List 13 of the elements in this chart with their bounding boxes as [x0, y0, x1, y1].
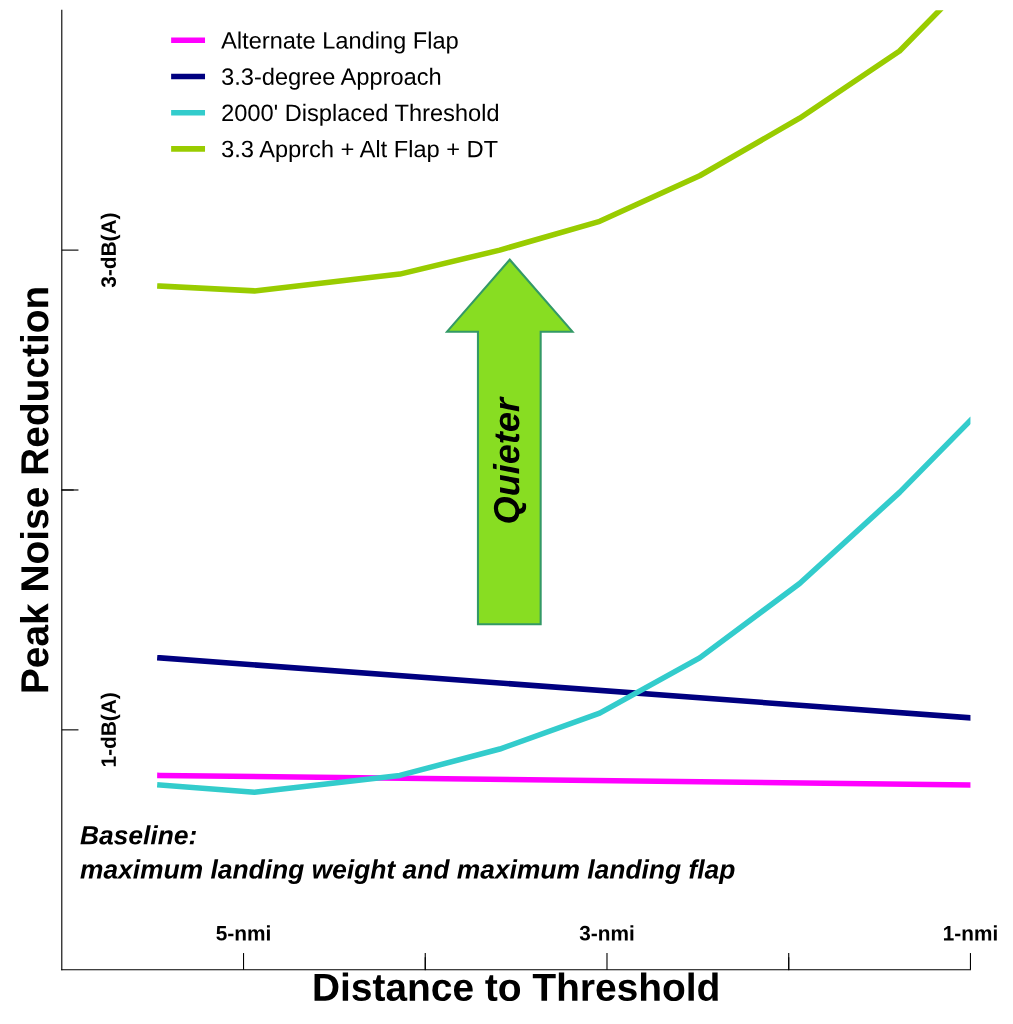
y-tick-label: 3-dB(A)	[100, 213, 121, 288]
legend-label: 3.3 Apprch + Alt Flap + DT	[222, 140, 498, 163]
x-tick-label: 5-nmi	[216, 925, 270, 941]
annotation: Quieter	[492, 396, 527, 523]
legend-label: Alternate Landing Flap	[221, 31, 458, 54]
y-axis-title: Peak Noise Reduction	[19, 288, 49, 692]
legend-label: 3.3-degree Approach	[222, 67, 441, 90]
x-tick-label: 1-nmi	[943, 925, 997, 941]
annotation: Baseline: maximum landing weight and maximum landing flap	[80, 825, 735, 884]
y-tick-label: 1-dB(A)	[100, 693, 121, 767]
x-tick-label: 3-nmi	[579, 925, 634, 941]
x-axis-title: Distance to Threshold	[314, 972, 718, 1002]
legend-label: 2000' Displaced Threshold	[222, 103, 499, 126]
